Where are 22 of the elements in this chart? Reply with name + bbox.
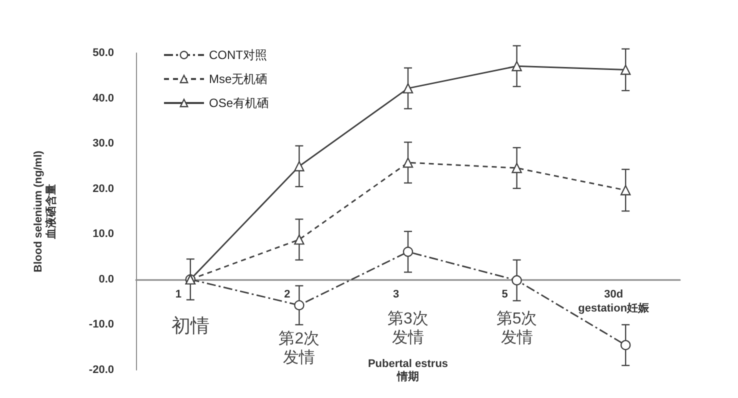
y-tick-label: 20.0 <box>92 182 114 195</box>
x-tick-label: 1 <box>175 288 182 300</box>
annotation: 第2次发情 <box>278 330 320 367</box>
x-tick-label: 30d gestation妊娠 <box>578 288 650 314</box>
y-tick-label: 30.0 <box>92 138 114 150</box>
y-tick-label: 50.0 <box>92 47 114 59</box>
y-tick-label: -20.0 <box>88 364 114 376</box>
y-tick-label: 0.0 <box>98 273 114 286</box>
y-tick-label: 40.0 <box>92 92 114 104</box>
legend-label: CONT对照 <box>209 48 267 62</box>
legend-label: OSe有机硒 <box>209 96 270 110</box>
annotation: 第3次发情 <box>388 310 428 346</box>
annotation: 第5次发情 <box>496 310 538 346</box>
x-tick-label: 2 <box>284 288 290 300</box>
legend-label: Mse无机硒 <box>209 72 268 86</box>
x-tick-label: 3 <box>392 288 400 300</box>
y-tick-label: -10.0 <box>88 318 114 331</box>
x-axis-title: Pubertal estrus 情期 <box>368 358 448 383</box>
annotation: 初情 <box>171 314 210 337</box>
y-axis-title: Blood selenium (ng/ml) 血液硒含量 <box>32 150 58 272</box>
x-tick-label: 5 <box>502 288 508 300</box>
y-tick-label: 10.0 <box>92 228 114 240</box>
